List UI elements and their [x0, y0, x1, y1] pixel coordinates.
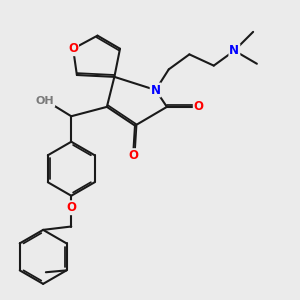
Text: O: O [128, 149, 138, 162]
Text: O: O [194, 100, 204, 113]
Text: OH: OH [36, 96, 54, 106]
Text: N: N [230, 44, 239, 57]
Text: N: N [151, 83, 160, 97]
Text: O: O [66, 201, 76, 214]
Text: O: O [68, 42, 78, 55]
